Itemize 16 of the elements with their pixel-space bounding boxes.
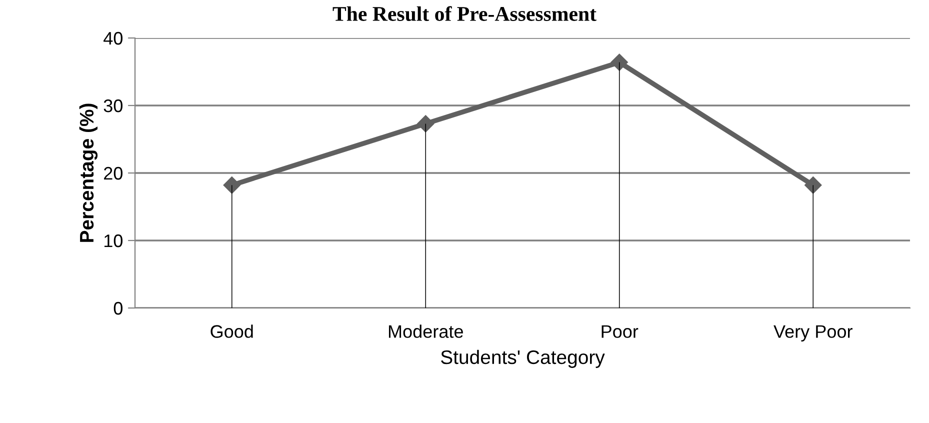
point — [610, 54, 628, 71]
y-tick-label: 30 — [104, 99, 122, 112]
x-axis-title: Students' Category — [441, 350, 605, 368]
y-tick-label: 0 — [114, 302, 122, 315]
point — [417, 115, 434, 132]
point — [804, 176, 822, 194]
x-tick-label: Very Poor — [774, 325, 852, 342]
y-tick-label: 40 — [104, 32, 122, 45]
y-tick-label: 20 — [104, 166, 122, 180]
chart-title: The Result of Pre-Assessment — [332, 6, 596, 22]
x-tick-label: Poor — [602, 325, 638, 338]
y-axis-title: Percentage (%) — [79, 104, 98, 242]
point — [223, 176, 240, 194]
x-tick-label: Moderate — [388, 324, 463, 338]
y-tick-label: 10 — [104, 234, 122, 248]
x-tick-label: Good — [210, 324, 253, 338]
